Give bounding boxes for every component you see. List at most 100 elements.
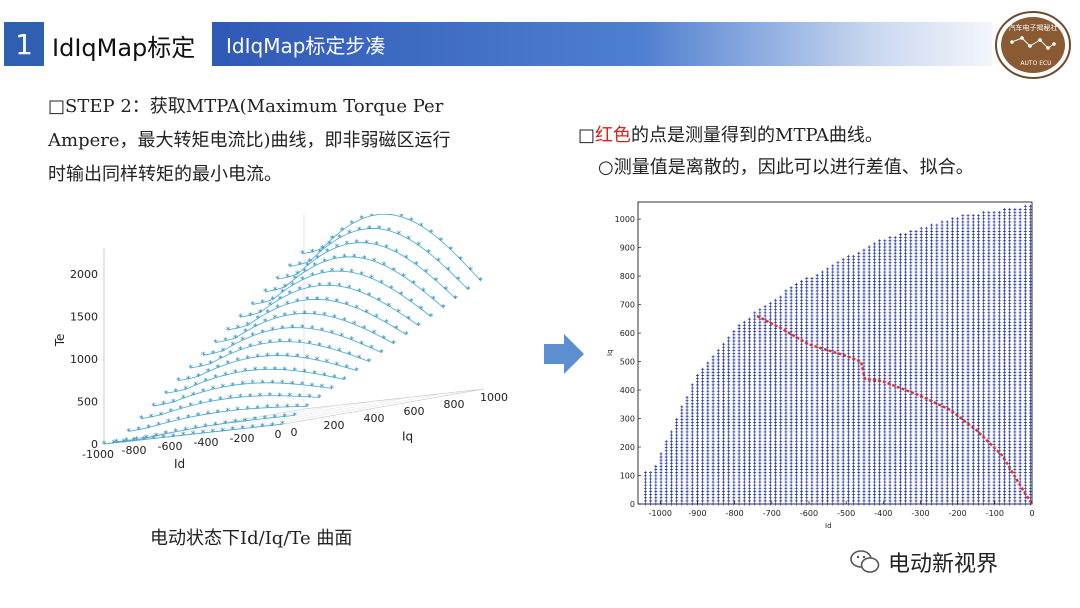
svg-text:*: *: [468, 266, 473, 276]
svg-text:*: *: [273, 413, 278, 423]
svg-text:*: *: [310, 325, 315, 335]
svg-text:*: *: [226, 407, 231, 417]
svg-text:*: *: [159, 411, 164, 421]
svg-text:*: *: [297, 392, 302, 402]
svg-text:*: *: [394, 248, 399, 258]
svg-text:*: *: [367, 357, 372, 367]
svg-text:*: *: [228, 394, 233, 404]
svg-text:*: *: [320, 244, 325, 254]
svg-text:*: *: [297, 338, 302, 348]
svg-text:*: *: [253, 366, 258, 376]
svg-text:*: *: [317, 342, 322, 352]
svg-text:*: *: [379, 214, 384, 220]
x-tick-label: 0: [1029, 509, 1034, 518]
svg-text:*: *: [241, 336, 246, 346]
svg-text:*: *: [394, 325, 399, 335]
svg-text:*: *: [248, 311, 253, 321]
svg-text:*: *: [248, 343, 253, 353]
z-tick-label: 1500: [70, 311, 98, 324]
svg-text:*: *: [300, 324, 305, 334]
svg-text:*: *: [429, 313, 434, 323]
svg-text:*: *: [322, 311, 327, 321]
svg-text:*: *: [426, 249, 431, 259]
title-banner: IdIqMap标定步凑: [212, 22, 992, 66]
svg-text:*: *: [392, 340, 397, 350]
svg-text:*: *: [151, 435, 156, 445]
svg-text:*: *: [292, 367, 297, 377]
svg-text:*: *: [409, 298, 414, 308]
svg-text:*: *: [330, 235, 335, 245]
step-line-2: Ampere，最大转矩电流比)曲线，即非弱磁区运行: [48, 130, 451, 151]
svg-text:*: *: [201, 351, 206, 361]
x-tick-label: -400: [194, 436, 219, 449]
svg-text:*: *: [446, 266, 451, 276]
svg-text:*: *: [399, 214, 404, 223]
svg-text:*: *: [228, 350, 233, 360]
svg-text:*: *: [431, 295, 436, 305]
svg-text:*: *: [342, 375, 347, 385]
svg-text:*: *: [280, 379, 285, 389]
svg-text:*: *: [330, 267, 335, 277]
y-tick-label: 300: [620, 415, 635, 424]
mtpa-curve: [756, 314, 1034, 505]
svg-text:*: *: [310, 248, 315, 258]
x-tick-label: -300: [911, 509, 929, 518]
svg-text:*: *: [399, 291, 404, 301]
svg-text:*: *: [332, 313, 337, 323]
z-tick-label: 500: [77, 396, 98, 409]
svg-text:*: *: [347, 284, 352, 294]
svg-text:*: *: [273, 314, 278, 324]
svg-text:*: *: [186, 375, 191, 385]
svg-text:*: *: [161, 433, 166, 443]
svg-text:*: *: [312, 262, 317, 272]
y-tick-label: 500: [620, 358, 635, 367]
mtpa-line-2: ○测量值是离散的，因此可以进行差值、拟合。: [598, 157, 974, 178]
svg-text:*: *: [258, 340, 263, 350]
svg-text:*: *: [310, 382, 315, 392]
svg-text:*: *: [295, 270, 300, 280]
svg-text:*: *: [255, 404, 260, 414]
svg-text:*: *: [295, 403, 300, 413]
svg-text:*: *: [161, 400, 166, 410]
svg-text:*: *: [419, 305, 424, 315]
svg-text:*: *: [243, 417, 248, 427]
svg-text:*: *: [265, 404, 270, 414]
y-tick-label: 200: [324, 419, 345, 432]
svg-text:*: *: [283, 283, 288, 293]
x-tick-label: -200: [230, 432, 255, 445]
svg-text:*: *: [327, 281, 332, 291]
svg-text:*: *: [288, 290, 293, 300]
svg-text:*: *: [164, 430, 169, 440]
svg-text:*: *: [290, 281, 295, 291]
svg-text:*: *: [384, 244, 389, 254]
svg-text:*: *: [211, 385, 216, 395]
svg-text:*: *: [350, 220, 355, 230]
svg-text:*: *: [270, 326, 275, 336]
svg-text:*: *: [456, 276, 461, 286]
svg-text:*: *: [221, 427, 226, 437]
svg-text:*: *: [270, 379, 275, 389]
svg-text:*: *: [374, 240, 379, 250]
svg-text:*: *: [253, 416, 258, 426]
svg-text:*: *: [196, 412, 201, 422]
svg-text:AUTO ECU: AUTO ECU: [1020, 60, 1051, 67]
svg-text:*: *: [359, 340, 364, 350]
svg-text:*: *: [102, 440, 107, 450]
svg-text:汽车电子揭秘社: 汽车电子揭秘社: [1009, 23, 1058, 32]
svg-text:*: *: [238, 313, 243, 323]
wechat-icon: [850, 550, 880, 573]
svg-text:*: *: [305, 354, 310, 364]
svg-text:*: *: [421, 287, 426, 297]
svg-text:*: *: [193, 381, 198, 391]
svg-text:*: *: [349, 336, 354, 346]
svg-text:*: *: [302, 368, 307, 378]
svg-text:*: *: [268, 339, 273, 349]
svg-text:*: *: [407, 235, 412, 245]
red-keyword: 红色: [595, 125, 632, 146]
z-tick-label: 1000: [70, 353, 98, 366]
svg-text:*: *: [245, 405, 250, 415]
svg-text:*: *: [136, 426, 141, 436]
svg-text:*: *: [189, 364, 194, 374]
svg-text:*: *: [459, 256, 464, 266]
svg-text:*: *: [300, 276, 305, 286]
